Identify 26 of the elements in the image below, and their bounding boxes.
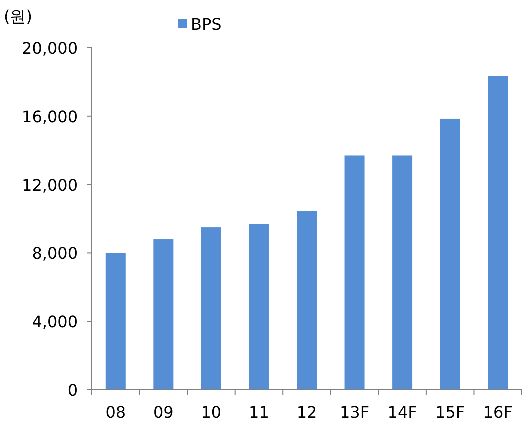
y-axis-title: (원) — [4, 7, 32, 26]
x-tick-label: 10 — [201, 403, 222, 421]
bar — [488, 76, 508, 390]
x-tick-label: 13F — [340, 403, 370, 421]
y-tick-label: 12,000 — [22, 176, 78, 195]
y-tick-label: 20,000 — [22, 39, 78, 58]
bar — [106, 253, 126, 390]
y-tick-label: 8,000 — [32, 244, 78, 264]
bar — [392, 156, 413, 390]
legend-label: BPS — [191, 15, 222, 34]
x-tick-label: 09 — [153, 403, 174, 421]
bar — [154, 240, 174, 390]
x-tick-label: 16F — [483, 403, 513, 421]
bar — [344, 156, 365, 390]
x-tick-label: 11 — [249, 403, 270, 421]
x-tick-label: 15F — [436, 403, 466, 421]
x-tick-label: 08 — [106, 403, 126, 421]
y-tick-label: 16,000 — [22, 107, 78, 126]
bar — [201, 228, 222, 390]
bar — [440, 118, 460, 390]
y-tick-label: 0 — [68, 381, 78, 400]
bar — [249, 224, 270, 390]
x-tick-label: 14F — [388, 403, 418, 421]
bar — [297, 211, 317, 390]
y-tick-label: 4,000 — [32, 312, 78, 332]
x-tick-label: 12 — [296, 403, 318, 421]
